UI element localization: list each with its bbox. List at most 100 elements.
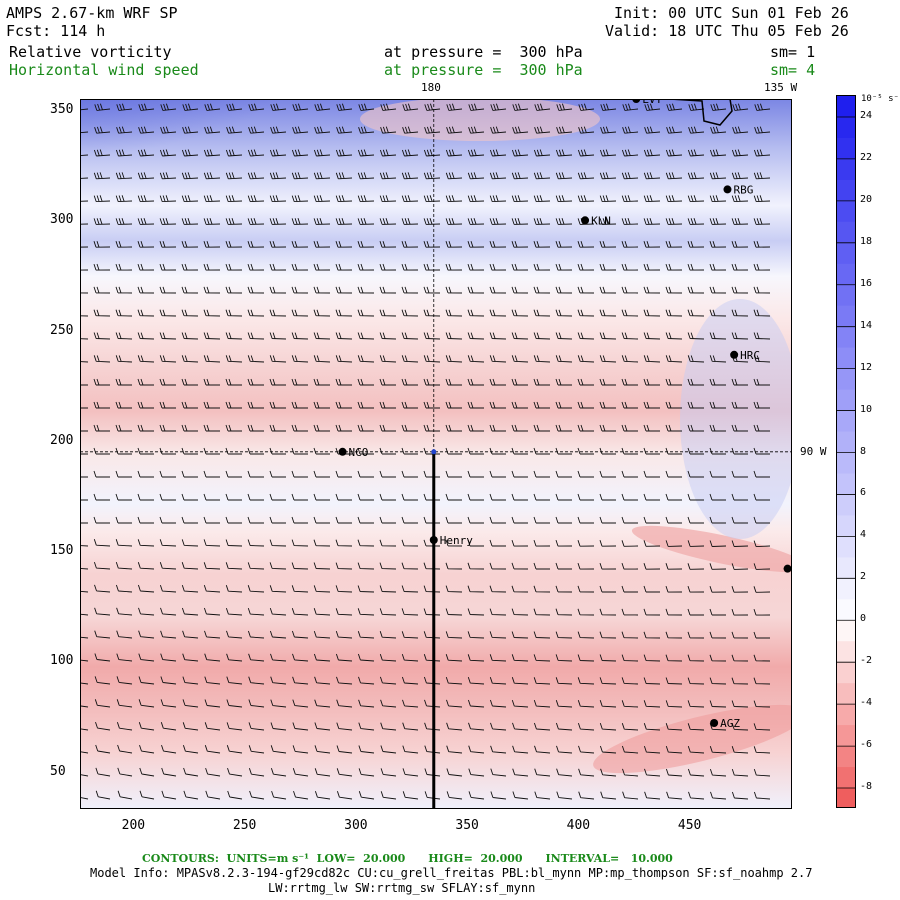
wind-barb xyxy=(159,241,177,248)
wind-barbs xyxy=(80,103,771,800)
wind-barb xyxy=(115,286,133,294)
wind-barb xyxy=(533,424,550,432)
wind-barb xyxy=(116,103,133,111)
wind-barb xyxy=(621,424,638,432)
wind-barb xyxy=(555,539,573,547)
wind-barb xyxy=(357,493,374,501)
colorbar-label: -4 xyxy=(860,697,873,709)
wind-barb xyxy=(665,172,683,180)
colorbar-segment xyxy=(837,347,855,370)
wind-barb xyxy=(401,539,419,547)
wind-barb xyxy=(489,378,506,386)
wind-barb xyxy=(687,149,705,157)
wind-barb xyxy=(203,241,221,248)
wind-barb xyxy=(247,218,265,225)
wind-barb xyxy=(423,309,441,317)
wind-barb xyxy=(137,172,155,180)
wind-barb xyxy=(599,378,616,386)
wind-barb xyxy=(138,103,155,111)
wind-barb xyxy=(335,562,353,570)
wind-barb xyxy=(644,126,661,134)
wind-barb xyxy=(643,608,661,616)
wind-barb xyxy=(731,654,749,662)
colorbar-label: -6 xyxy=(860,739,873,751)
wind-barb xyxy=(269,355,287,363)
wind-barb xyxy=(489,470,506,478)
wind-barb xyxy=(555,631,573,639)
colorbar-units: 10⁻⁵ s⁻¹ xyxy=(861,94,900,104)
wind-barb xyxy=(159,424,176,432)
wind-barb xyxy=(204,103,221,111)
wind-barb xyxy=(313,447,330,455)
wind-barb xyxy=(489,631,507,639)
wind-barb xyxy=(621,309,639,317)
wind-barb xyxy=(115,493,132,501)
colorbar-segment xyxy=(837,221,855,244)
wind-barb xyxy=(709,540,727,547)
colorbar-segment xyxy=(837,641,855,663)
wind-barb xyxy=(599,493,616,501)
wind-barb xyxy=(159,332,177,340)
colorbar-segment xyxy=(837,117,855,139)
wind-barb xyxy=(203,401,220,409)
wind-barb xyxy=(139,790,155,800)
wind-barb xyxy=(533,722,551,731)
wind-barb xyxy=(247,516,264,524)
wind-barb xyxy=(445,332,463,340)
wind-barb xyxy=(292,745,309,754)
wind-barb xyxy=(292,699,309,708)
wind-barb xyxy=(203,493,220,501)
wind-barb xyxy=(80,338,89,340)
wind-barb xyxy=(665,608,683,616)
wind-barb xyxy=(577,263,595,271)
station-label: KLN xyxy=(591,214,611,227)
wind-barb xyxy=(423,286,441,294)
wind-barb xyxy=(402,126,419,134)
wind-barb xyxy=(599,309,617,317)
wind-barb xyxy=(248,676,265,685)
wind-barb xyxy=(225,470,242,478)
wind-barb xyxy=(115,401,132,409)
wind-barb xyxy=(577,149,595,157)
wind-barb xyxy=(93,493,110,501)
wind-barb xyxy=(182,103,199,111)
meridian-label-180: 180 xyxy=(421,81,441,94)
colorbar-label: 20 xyxy=(860,193,873,205)
wind-barb xyxy=(80,636,89,639)
wind-barb xyxy=(80,796,89,800)
wind-barb xyxy=(313,241,331,248)
coastline xyxy=(669,99,733,126)
wind-barb xyxy=(555,401,572,409)
wind-barb xyxy=(731,218,749,225)
wind-barb xyxy=(511,263,529,271)
wind-barb xyxy=(467,699,485,708)
wind-barb xyxy=(225,263,243,271)
wind-barb xyxy=(379,585,397,593)
wind-barb xyxy=(754,126,771,134)
wind-barb xyxy=(577,677,595,685)
wind-barb xyxy=(467,562,485,570)
wind-barb xyxy=(160,126,177,134)
wind-barb xyxy=(357,470,374,478)
wind-barb xyxy=(577,286,595,294)
wind-barb xyxy=(401,309,419,317)
colorbar-segment xyxy=(837,746,855,768)
wind-barb xyxy=(379,676,397,685)
wind-barb xyxy=(401,676,419,685)
wind-barb xyxy=(181,355,199,363)
wind-barb xyxy=(227,767,243,777)
wind-barb xyxy=(269,447,286,455)
wind-barb xyxy=(379,286,397,294)
wind-barb xyxy=(577,608,595,616)
wind-barb xyxy=(687,241,705,248)
wind-barb xyxy=(621,332,639,340)
wind-barb xyxy=(423,172,441,180)
colorbar-segment xyxy=(837,578,855,600)
wind-barb xyxy=(95,790,111,800)
wind-barb xyxy=(291,585,309,593)
x-tick-label: 200 xyxy=(121,818,146,833)
wind-barb xyxy=(115,241,133,248)
wind-barb xyxy=(181,401,198,409)
wind-barb xyxy=(247,562,265,570)
wind-barb xyxy=(445,631,463,639)
